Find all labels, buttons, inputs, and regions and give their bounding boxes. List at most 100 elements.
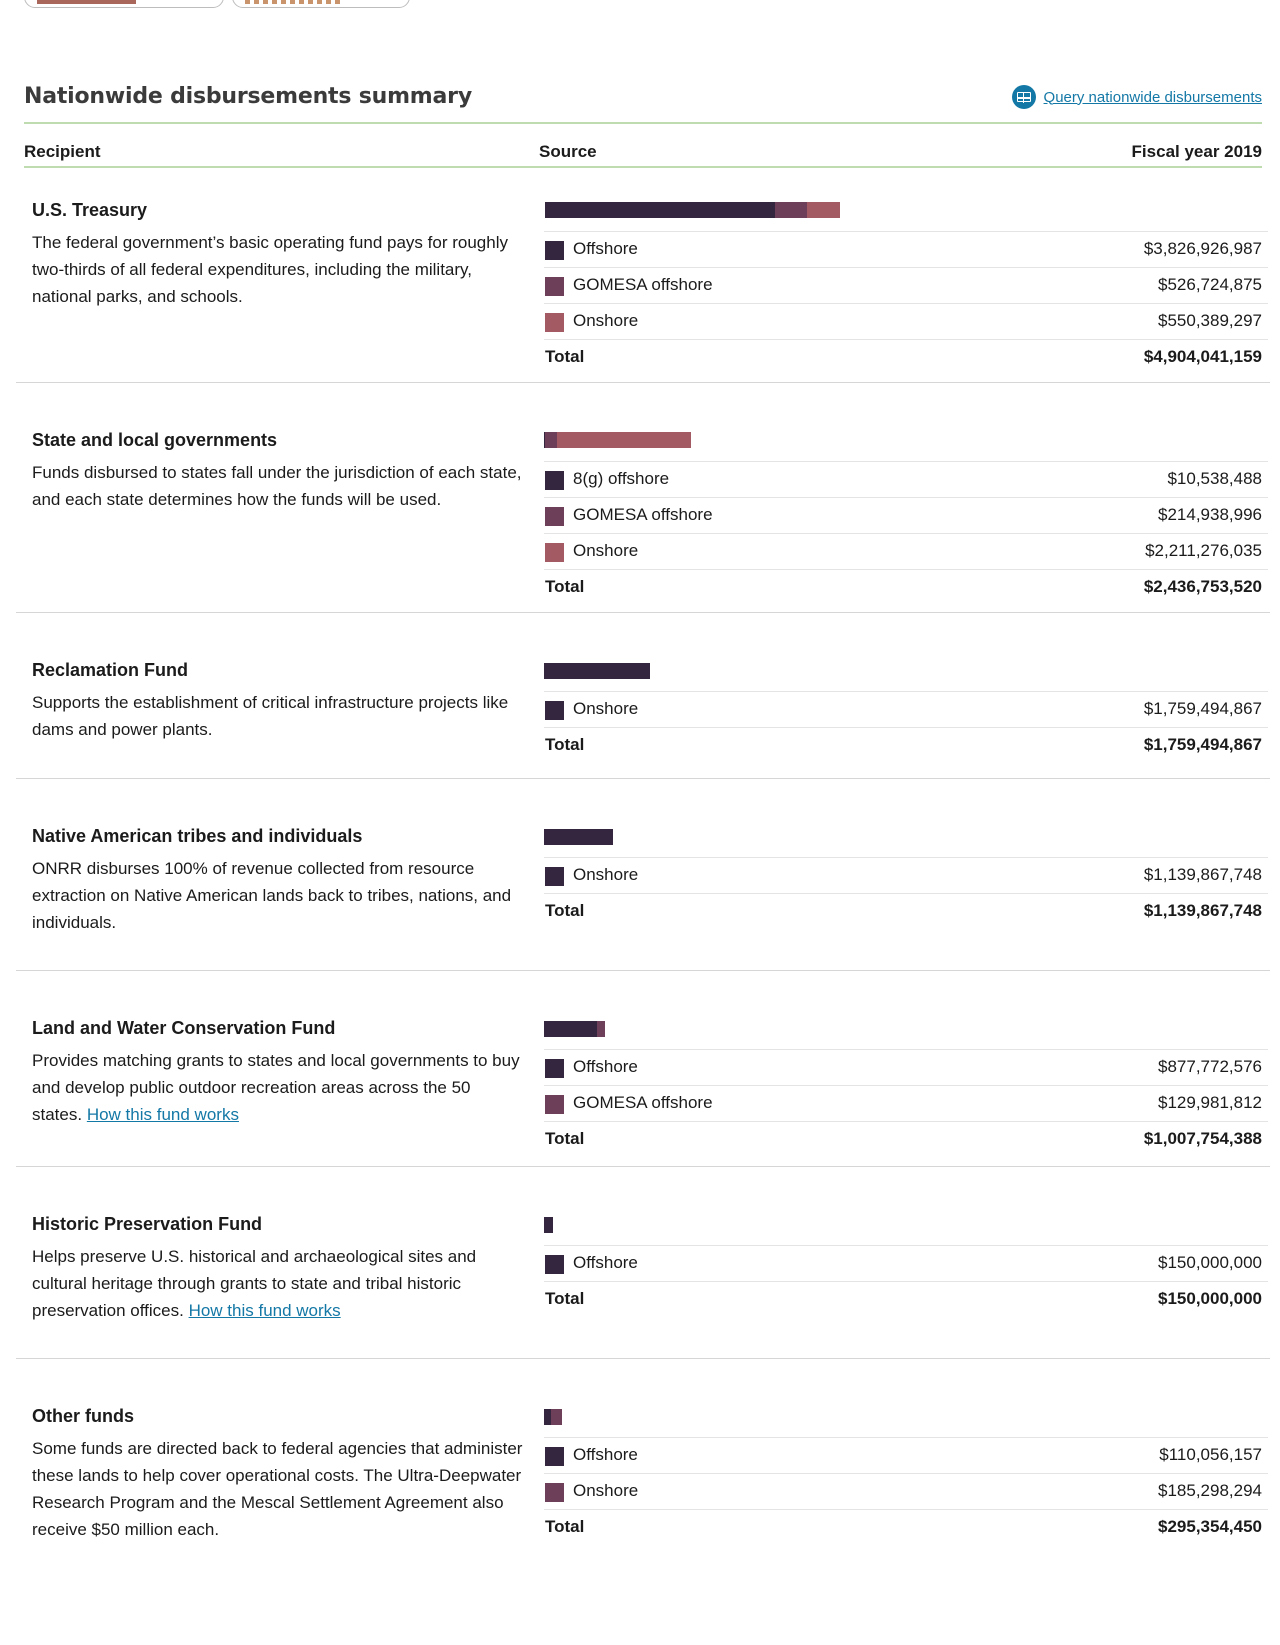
how-this-fund-works-link[interactable]: How this fund works — [86, 1105, 239, 1124]
stacked-source-bar — [544, 1021, 605, 1037]
bar-segment-gomesa-offshore — [545, 432, 557, 448]
total-value: $1,139,867,748 — [1143, 901, 1262, 920]
onshore-swatch — [545, 313, 564, 332]
total-label: Total — [545, 1289, 585, 1308]
offshore-swatch — [545, 241, 564, 260]
total-row: Total $2,436,753,520 — [544, 569, 1268, 605]
solid-bar-swatch — [37, 0, 136, 4]
source-label: Onshore — [573, 1481, 639, 1500]
source-label: GOMESA offshore — [573, 275, 713, 294]
onshore-swatch — [545, 1483, 564, 1502]
source-value: $877,772,576 — [1158, 1057, 1262, 1076]
page-title: Nationwide disbursements summary — [24, 84, 472, 109]
source-rows: 8(g) offshore $10,538,488 GOMESA offshore… — [544, 461, 1268, 605]
table-row: Onshore $2,211,276,035 — [544, 533, 1268, 569]
query-link-label: Query nationwide disbursements — [1043, 88, 1262, 106]
source-label: Offshore — [573, 239, 638, 258]
recipient-description: Provides matching grants to states and l… — [32, 1047, 524, 1128]
recipient-description: Funds disbursed to states fall under the… — [32, 463, 522, 509]
bar-segment-offshore — [544, 1409, 551, 1425]
source-label: Offshore — [573, 1253, 638, 1272]
recipient-section-native-american: Native American tribes and individuals O… — [16, 778, 1270, 971]
recipient-description: Helps preserve U.S. historical and archa… — [32, 1243, 524, 1324]
source-value: $1,139,867,748 — [1143, 865, 1262, 884]
bar-segment-onshore — [807, 202, 840, 218]
table-row: Onshore $1,139,867,748 — [544, 857, 1268, 893]
bar-segment-gomesa-offshore — [597, 1021, 605, 1037]
stacked-source-bar — [544, 432, 691, 448]
source-label: GOMESA offshore — [573, 505, 713, 524]
recipient-section-us-treasury: U.S. Treasury The federal government’s b… — [16, 168, 1270, 383]
source-rows: Onshore $1,139,867,748 Total $1,139,867,74… — [544, 857, 1268, 929]
onshore-swatch — [545, 543, 564, 562]
table-row: Offshore $877,772,576 — [544, 1049, 1268, 1085]
source-value: $214,938,996 — [1158, 505, 1262, 524]
source-value: $550,389,297 — [1158, 311, 1262, 330]
table-row: GOMESA offshore $214,938,996 — [544, 497, 1268, 533]
source-label: Onshore — [573, 311, 639, 330]
source-rows: Offshore $150,000,000 Total $150,000,000 — [544, 1245, 1268, 1317]
bar-segment-onshore — [551, 1409, 562, 1425]
bar-segment-offshore — [544, 1217, 553, 1233]
striped-bar-swatch — [245, 0, 344, 4]
table-row: Offshore $150,000,000 — [544, 1245, 1268, 1281]
source-value: $185,298,294 — [1158, 1481, 1262, 1500]
offshore-swatch — [545, 1059, 564, 1078]
recipient-title: Native American tribes and individuals — [32, 826, 363, 846]
recipient-section-historic-preservation: Historic Preservation Fund Helps preserv… — [16, 1166, 1270, 1359]
source-column-header: Source — [539, 142, 597, 161]
8g-offshore-swatch — [545, 471, 564, 490]
onshore-swatch — [545, 701, 564, 720]
source-label: Onshore — [573, 699, 639, 718]
stacked-source-bar — [544, 1409, 562, 1425]
recipient-title: State and local governments — [32, 430, 278, 450]
striped-bar-toggle[interactable] — [232, 0, 410, 8]
total-row: Total $1,139,867,748 — [544, 893, 1268, 929]
source-value: $129,981,812 — [1158, 1093, 1262, 1112]
total-row: Total $1,007,754,388 — [544, 1121, 1268, 1157]
recipient-section-state-local: State and local governments Funds disbur… — [16, 382, 1270, 613]
source-label: Offshore — [573, 1445, 638, 1464]
bar-segment-gomesa-offshore — [775, 202, 807, 218]
recipient-description: Some funds are directed back to federal … — [32, 1439, 523, 1539]
recipient-description: ONRR disburses 100% of revenue collected… — [32, 859, 512, 932]
fiscal-year-column-header: Fiscal year 2019 — [1131, 142, 1262, 161]
table-row: GOMESA offshore $129,981,812 — [544, 1085, 1268, 1121]
total-label: Total — [545, 901, 585, 920]
query-nationwide-disbursements-link[interactable]: Query nationwide disbursements — [1011, 85, 1262, 109]
gomesa-offshore-swatch — [545, 277, 564, 296]
recipient-title: U.S. Treasury — [32, 200, 148, 220]
how-this-fund-works-link[interactable]: How this fund works — [188, 1301, 341, 1320]
stacked-source-bar — [544, 1217, 553, 1233]
total-value: $150,000,000 — [1158, 1289, 1262, 1308]
total-row: Total $295,354,450 — [544, 1509, 1268, 1545]
bar-segment-onshore — [557, 432, 691, 448]
source-label: Onshore — [573, 865, 639, 884]
stacked-source-bar — [545, 202, 840, 218]
total-value: $1,007,754,388 — [1143, 1129, 1262, 1148]
column-headers: Recipient Source Fiscal year 2019 — [24, 136, 1262, 168]
recipient-description: Supports the establishment of critical i… — [32, 693, 509, 739]
recipient-section-other-funds: Other funds Some funds are directed back… — [16, 1358, 1270, 1645]
solid-bar-toggle[interactable] — [24, 0, 224, 8]
recipient-section-lwcf: Land and Water Conservation Fund Provide… — [16, 970, 1270, 1167]
total-label: Total — [545, 1129, 585, 1148]
offshore-swatch — [545, 1255, 564, 1274]
total-label: Total — [545, 1517, 585, 1536]
total-row: Total $1,759,494,867 — [544, 727, 1268, 763]
table-row: Offshore $110,056,157 — [544, 1437, 1268, 1473]
source-value: $526,724,875 — [1158, 275, 1262, 294]
total-label: Total — [545, 347, 585, 366]
recipient-title: Reclamation Fund — [32, 660, 189, 680]
stacked-source-bar — [544, 829, 613, 845]
total-value: $4,904,041,159 — [1143, 347, 1262, 366]
onshore-swatch — [545, 867, 564, 886]
stacked-source-bar — [544, 663, 650, 679]
source-label: Offshore — [573, 1057, 638, 1076]
total-value: $295,354,450 — [1158, 1517, 1262, 1536]
table-row: 8(g) offshore $10,538,488 — [544, 461, 1268, 497]
recipient-description-text: Helps preserve U.S. historical and archa… — [32, 1247, 477, 1320]
source-rows: Offshore $877,772,576 GOMESA offshore $129… — [544, 1049, 1268, 1157]
table-row: Onshore $185,298,294 — [544, 1473, 1268, 1509]
